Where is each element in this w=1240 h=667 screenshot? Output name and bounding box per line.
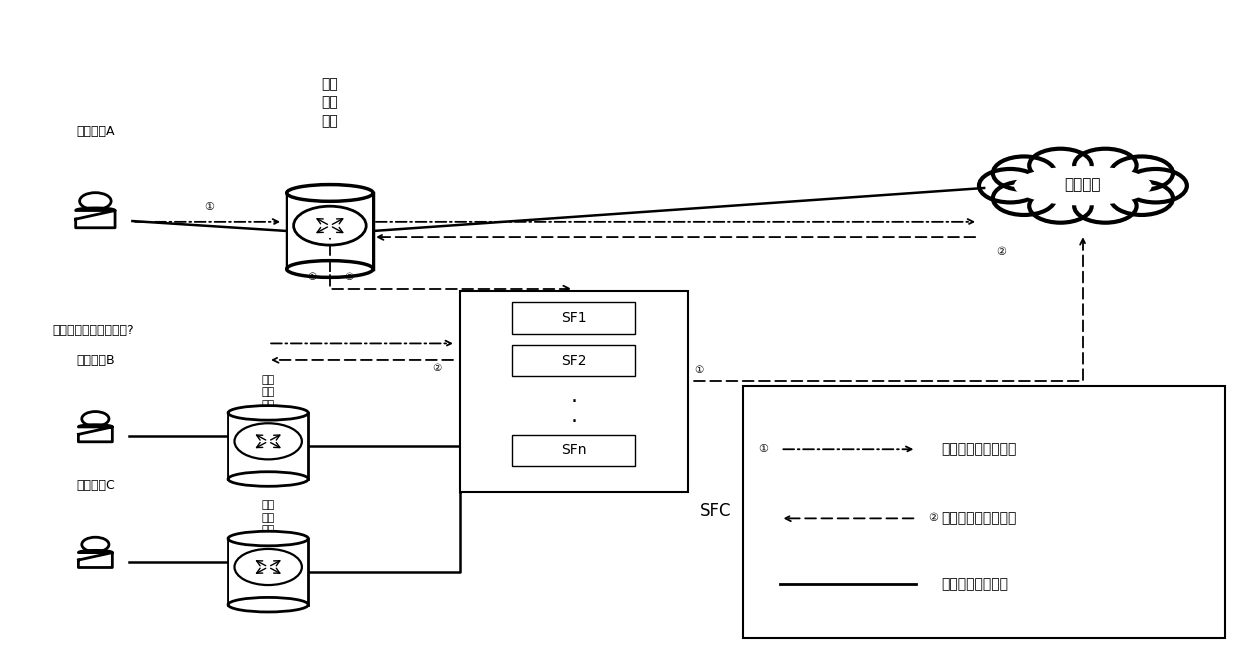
Text: .: . <box>570 386 577 406</box>
Ellipse shape <box>228 406 309 420</box>
Circle shape <box>993 181 1055 215</box>
Bar <box>288 193 372 268</box>
Text: SFC: SFC <box>701 502 732 520</box>
Circle shape <box>993 157 1055 190</box>
Text: 外部网络: 外部网络 <box>1065 177 1101 192</box>
Bar <box>460 291 688 492</box>
Text: ①: ① <box>694 365 703 375</box>
Text: SFn: SFn <box>560 444 587 458</box>
Circle shape <box>1029 149 1091 182</box>
Text: 客户
前置
设备: 客户 前置 设备 <box>321 77 339 128</box>
Text: 内网用户C: 内网用户C <box>76 480 115 492</box>
Text: SF1: SF1 <box>560 311 587 325</box>
Circle shape <box>1074 149 1137 182</box>
Bar <box>744 386 1225 638</box>
Text: .: . <box>570 406 577 426</box>
Text: 外网到内网的数据包: 外网到内网的数据包 <box>941 512 1017 526</box>
Bar <box>512 435 635 466</box>
Circle shape <box>1111 181 1173 215</box>
Ellipse shape <box>228 598 309 612</box>
Bar <box>228 538 309 605</box>
Text: SF2: SF2 <box>560 354 587 368</box>
Text: ②: ② <box>929 514 939 524</box>
Text: 内网到外网的数据包: 内网到外网的数据包 <box>941 442 1017 456</box>
Ellipse shape <box>286 185 373 201</box>
Bar <box>512 302 635 334</box>
Bar <box>229 414 308 478</box>
Circle shape <box>1125 169 1187 203</box>
Text: ①: ① <box>205 202 215 212</box>
Circle shape <box>1029 189 1091 223</box>
Bar <box>512 346 635 376</box>
Circle shape <box>1074 189 1137 223</box>
Text: ②: ② <box>432 364 441 374</box>
Text: 网元间的物理链路: 网元间的物理链路 <box>941 578 1008 592</box>
Ellipse shape <box>1014 166 1152 205</box>
Circle shape <box>1111 157 1173 190</box>
Bar <box>286 193 373 269</box>
Ellipse shape <box>228 472 309 486</box>
Text: ①: ① <box>306 272 316 282</box>
Text: 内网用户B: 内网用户B <box>76 354 114 367</box>
Text: 客户
前置
设备: 客户 前置 设备 <box>262 375 275 410</box>
Text: ①: ① <box>758 444 768 454</box>
Ellipse shape <box>286 261 373 277</box>
Bar <box>228 413 309 479</box>
Text: 客户
前置
设备: 客户 前置 设备 <box>262 500 275 535</box>
Bar <box>229 539 308 604</box>
Text: 内网用户A: 内网用户A <box>76 125 114 138</box>
Text: 发到哪个客户前置设备?: 发到哪个客户前置设备? <box>52 323 134 337</box>
Text: ②: ② <box>997 247 1007 257</box>
Ellipse shape <box>228 532 309 546</box>
Circle shape <box>978 169 1042 203</box>
Text: ②: ② <box>343 272 353 282</box>
